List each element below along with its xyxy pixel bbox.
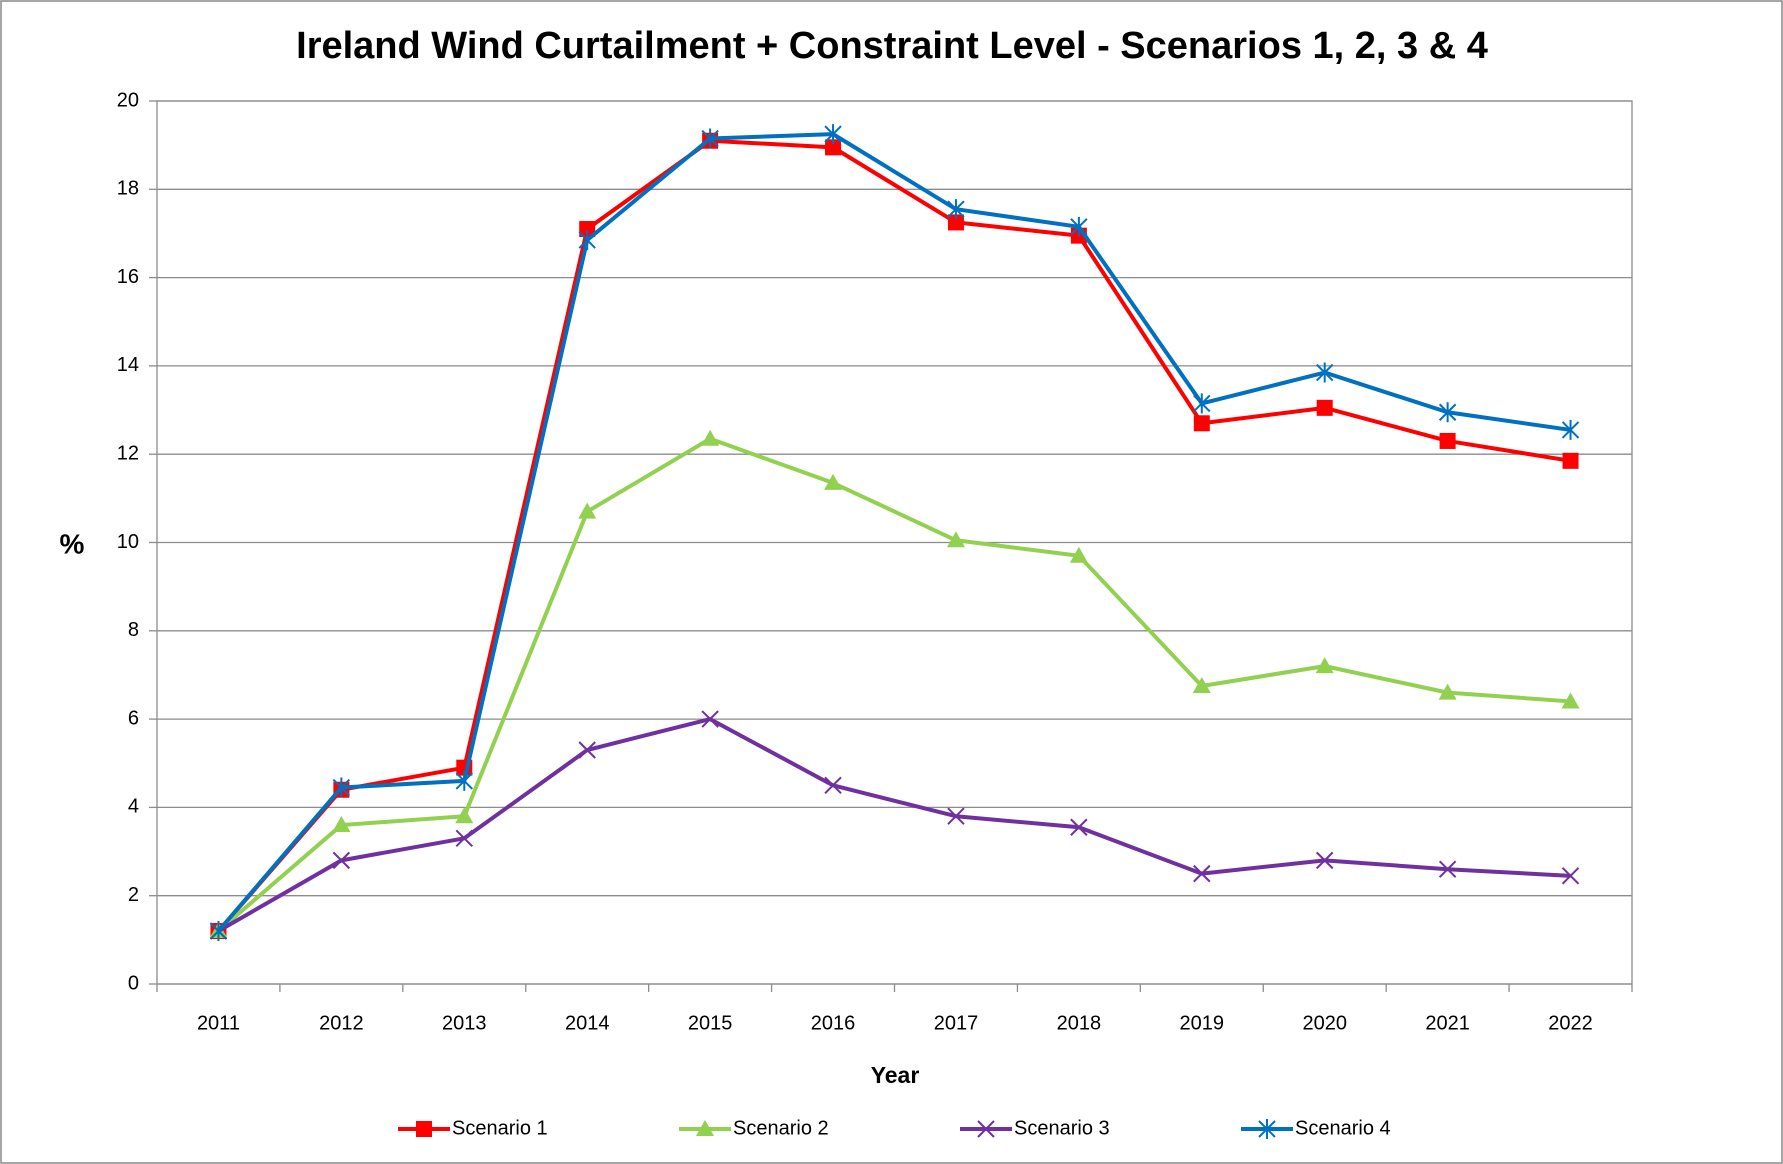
marker [824,776,842,795]
y-tick-label: 10 [117,531,139,553]
marker [946,531,965,548]
marker [455,829,473,848]
y-tick-label: 14 [117,354,139,376]
marker [977,1120,995,1138]
x-tick-label: 2012 [319,1012,364,1034]
legend-label: Scenario 2 [733,1117,829,1139]
y-tick-label: 12 [117,442,139,464]
marker [455,807,474,824]
x-axis-label: Year [871,1062,920,1088]
legend-label: Scenario 1 [452,1117,548,1139]
marker [1193,415,1210,432]
legend-label: Scenario 4 [1295,1117,1391,1139]
marker [1438,860,1457,878]
marker [1192,676,1211,693]
marker [947,807,965,825]
x-tick-label: 2022 [1548,1012,1593,1034]
x-tick-label: 2020 [1302,1012,1347,1034]
y-tick-label: 20 [117,89,139,111]
y-tick-label: 0 [128,972,139,994]
marker [1070,216,1088,237]
series-line [216,138,1571,933]
marker [1439,432,1456,449]
series-line [217,436,1571,933]
y-tick-label: 18 [117,178,139,200]
marker [579,221,596,238]
x-tick-label: 2013 [442,1012,487,1034]
marker [701,128,719,149]
marker [1316,362,1334,383]
marker [825,139,842,156]
x-tick-label: 2019 [1180,1012,1225,1034]
marker [696,1120,714,1136]
marker [1438,402,1457,423]
marker [332,851,351,870]
marker [824,124,842,145]
marker [332,816,351,833]
y-tick-label: 4 [128,796,139,818]
marker [701,429,720,446]
marker [1070,818,1088,836]
marker [332,777,351,798]
marker [1562,452,1579,469]
x-tick-label: 2016 [811,1012,856,1034]
legend-label: Scenario 3 [1014,1117,1110,1139]
marker [1316,399,1333,416]
x-tick-label: 2014 [565,1012,610,1034]
marker [824,473,843,490]
x-tick-label: 2015 [688,1012,733,1034]
x-tick-label: 2021 [1425,1012,1470,1034]
chart-title: Ireland Wind Curtailment + Constraint Le… [296,25,1488,67]
y-tick-label: 16 [117,266,139,288]
y-tick-label: 6 [128,707,139,729]
series-line [217,717,1571,933]
y-tick-label: 2 [128,884,139,906]
marker [701,710,719,728]
x-tick-label: 2017 [934,1012,979,1034]
marker [1258,1119,1276,1139]
series-line [216,132,1571,933]
marker [578,502,597,519]
marker [1561,692,1580,709]
marker [1069,546,1088,563]
marker [1438,683,1457,700]
marker [947,199,965,220]
y-axis-label: % [60,528,85,559]
marker [1316,851,1334,870]
marker [1561,419,1580,440]
marker [455,770,473,791]
marker [578,741,596,759]
marker [1315,657,1334,674]
marker [1193,864,1211,883]
marker [578,230,596,251]
x-tick-label: 2018 [1057,1012,1102,1034]
marker [947,214,964,231]
marker [416,1121,432,1137]
marker [1561,867,1580,885]
marker [209,921,228,942]
x-tick-label: 2011 [197,1012,240,1034]
y-tick-label: 8 [128,619,139,641]
marker [1193,393,1211,414]
